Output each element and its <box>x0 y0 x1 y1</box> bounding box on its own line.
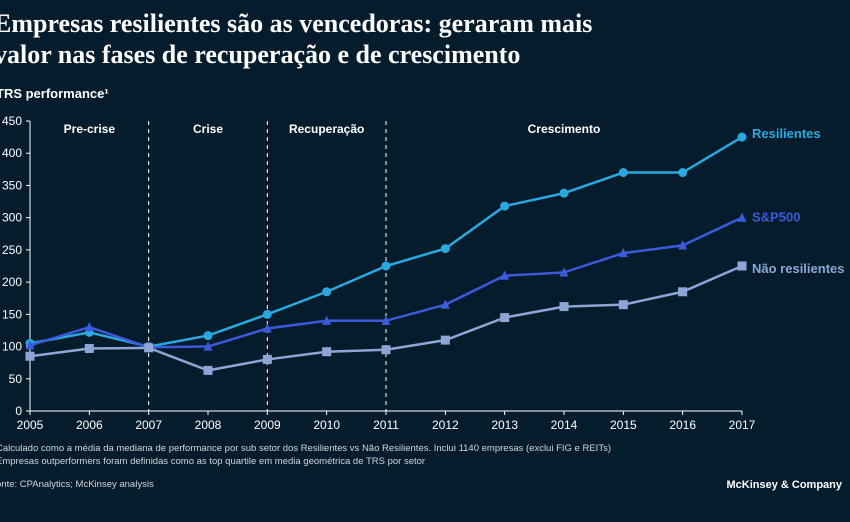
svg-text:2013: 2013 <box>491 418 518 432</box>
svg-text:150: 150 <box>2 308 22 322</box>
svg-text:2008: 2008 <box>195 418 222 432</box>
chart-subtitle: TRS performance¹ <box>0 86 850 101</box>
svg-text:350: 350 <box>2 179 22 193</box>
footnotes: Calculado como a média da mediana de per… <box>0 443 850 469</box>
svg-text:Pre-crise: Pre-crise <box>64 122 116 136</box>
svg-text:Crise: Crise <box>193 122 223 136</box>
title-line-1: Empresas resilientes são as vencedoras: … <box>0 8 850 39</box>
svg-text:250: 250 <box>2 243 22 257</box>
footnote-1: Calculado como a média da mediana de per… <box>0 443 850 456</box>
title-line-2: valor nas fases de recuperação e de cres… <box>0 39 850 70</box>
svg-text:2011: 2011 <box>373 418 399 432</box>
svg-text:2005: 2005 <box>17 418 44 432</box>
source-text: onte: CPAnalytics; McKinsey analysis <box>0 479 154 491</box>
svg-text:Crescimento: Crescimento <box>528 122 601 136</box>
chart-container: 0 50 100 150 200 250 300 350 400 450 2005 2006 2007 2… <box>0 107 850 437</box>
svg-text:0: 0 <box>15 404 22 418</box>
svg-text:Não resilientes: Não resilientes <box>752 261 845 276</box>
svg-text:Recuperação: Recuperação <box>289 122 364 136</box>
source-row: onte: CPAnalytics; McKinsey analysis McK… <box>0 479 842 491</box>
svg-text:2012: 2012 <box>432 418 459 432</box>
page-title: Empresas resilientes são as vencedoras: … <box>0 0 850 70</box>
svg-text:2006: 2006 <box>76 418 103 432</box>
svg-text:50: 50 <box>9 372 23 386</box>
svg-text:2014: 2014 <box>551 418 578 432</box>
brand-label: McKinsey & Company <box>726 479 842 491</box>
svg-text:2017: 2017 <box>729 418 756 432</box>
svg-text:400: 400 <box>2 147 22 161</box>
svg-text:450: 450 <box>2 114 22 128</box>
svg-text:2010: 2010 <box>313 418 340 432</box>
svg-text:200: 200 <box>2 275 22 289</box>
svg-text:100: 100 <box>2 340 22 354</box>
svg-text:2007: 2007 <box>135 418 162 432</box>
line-chart: 0 50 100 150 200 250 300 350 400 450 2005 2006 2007 2… <box>0 107 850 437</box>
svg-text:2016: 2016 <box>669 418 696 432</box>
svg-text:2015: 2015 <box>610 418 637 432</box>
svg-text:2009: 2009 <box>254 418 281 432</box>
svg-text:Resilientes: Resilientes <box>752 126 821 141</box>
svg-text:S&P500: S&P500 <box>752 210 800 225</box>
footnote-2: Empresas outperformers foram definidas c… <box>0 456 850 469</box>
svg-text:300: 300 <box>2 211 22 225</box>
